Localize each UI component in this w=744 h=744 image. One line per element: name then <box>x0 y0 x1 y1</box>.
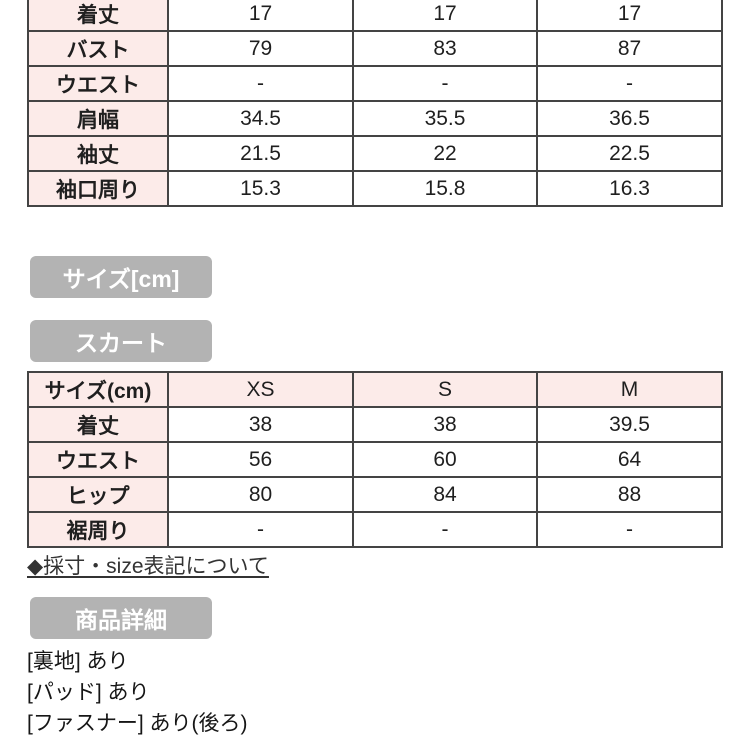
table-row: 着丈 38 38 39.5 <box>27 406 723 443</box>
size-cell: - <box>352 511 538 548</box>
size-cell: 56 <box>167 441 354 478</box>
header-label: サイズ(cm) <box>27 371 169 408</box>
table-row: 肩幅 34.5 35.5 36.5 <box>27 100 723 137</box>
skirt-button[interactable]: スカート <box>30 320 212 362</box>
size-cell: 21.5 <box>167 135 354 172</box>
size-column-header: M <box>536 371 723 408</box>
size-cell: - <box>536 65 723 102</box>
row-label: 袖口周り <box>27 170 169 207</box>
table-row: ウエスト 56 60 64 <box>27 441 723 478</box>
size-link-label: 採寸・size表記について <box>43 555 269 578</box>
table-row: 袖丈 21.5 22 22.5 <box>27 135 723 172</box>
row-label: 袖丈 <box>27 135 169 172</box>
size-column-header: XS <box>167 371 354 408</box>
skirt-size-table: サイズ(cm) XS S M 着丈 38 38 39.5 ウエスト 56 60 … <box>27 371 723 548</box>
size-cell: 22 <box>352 135 538 172</box>
size-cell: - <box>352 65 538 102</box>
size-info-link[interactable]: ◆採寸・size表記について <box>27 550 269 580</box>
size-cell: 15.8 <box>352 170 538 207</box>
size-cell: 17 <box>352 0 538 32</box>
size-cell: 36.5 <box>536 100 723 137</box>
size-cell: 15.3 <box>167 170 354 207</box>
row-label: 肩幅 <box>27 100 169 137</box>
product-details: [裏地] あり [パッド] あり [ファスナー] あり(後ろ) <box>27 646 248 739</box>
table-header-row: サイズ(cm) XS S M <box>27 371 723 408</box>
size-cell: 34.5 <box>167 100 354 137</box>
size-cell: 39.5 <box>536 406 723 443</box>
size-cell: 17 <box>167 0 354 32</box>
size-cell: 84 <box>352 476 538 513</box>
table-row: バスト 79 83 87 <box>27 30 723 67</box>
size-cell: 83 <box>352 30 538 67</box>
size-cell: 38 <box>167 406 354 443</box>
detail-line-pad: [パッド] あり <box>27 681 150 704</box>
row-label: ウエスト <box>27 441 169 478</box>
table-row: ウエスト - - - <box>27 65 723 102</box>
size-cell: 80 <box>167 476 354 513</box>
table-row: 着丈 17 17 17 <box>27 0 723 32</box>
size-cell: 88 <box>536 476 723 513</box>
size-cell: - <box>536 511 723 548</box>
row-label: ウエスト <box>27 65 169 102</box>
size-cell: 79 <box>167 30 354 67</box>
size-cell: 87 <box>536 30 723 67</box>
size-cell: - <box>167 511 354 548</box>
row-label: 裾周り <box>27 511 169 548</box>
size-column-header: S <box>352 371 538 408</box>
row-label: ヒップ <box>27 476 169 513</box>
size-cell: 35.5 <box>352 100 538 137</box>
size-cell: 17 <box>536 0 723 32</box>
detail-line-fastener: [ファスナー] あり(後ろ) <box>27 712 248 735</box>
product-detail-button[interactable]: 商品詳細 <box>30 597 212 639</box>
size-cell: 22.5 <box>536 135 723 172</box>
row-label: バスト <box>27 30 169 67</box>
table-row: 裾周り - - - <box>27 511 723 548</box>
row-label: 着丈 <box>27 0 169 32</box>
size-cm-button[interactable]: サイズ[cm] <box>30 256 212 298</box>
diamond-icon: ◆ <box>27 555 44 578</box>
top-size-table: 着丈 17 17 17 バスト 79 83 87 ウエスト - - - 肩幅 3… <box>27 0 723 207</box>
table-row: 袖口周り 15.3 15.8 16.3 <box>27 170 723 207</box>
size-cell: 64 <box>536 441 723 478</box>
size-cell: 16.3 <box>536 170 723 207</box>
table-row: ヒップ 80 84 88 <box>27 476 723 513</box>
size-cell: 60 <box>352 441 538 478</box>
detail-line-lining: [裏地] あり <box>27 650 129 673</box>
size-cell: 38 <box>352 406 538 443</box>
row-label: 着丈 <box>27 406 169 443</box>
size-cell: - <box>167 65 354 102</box>
